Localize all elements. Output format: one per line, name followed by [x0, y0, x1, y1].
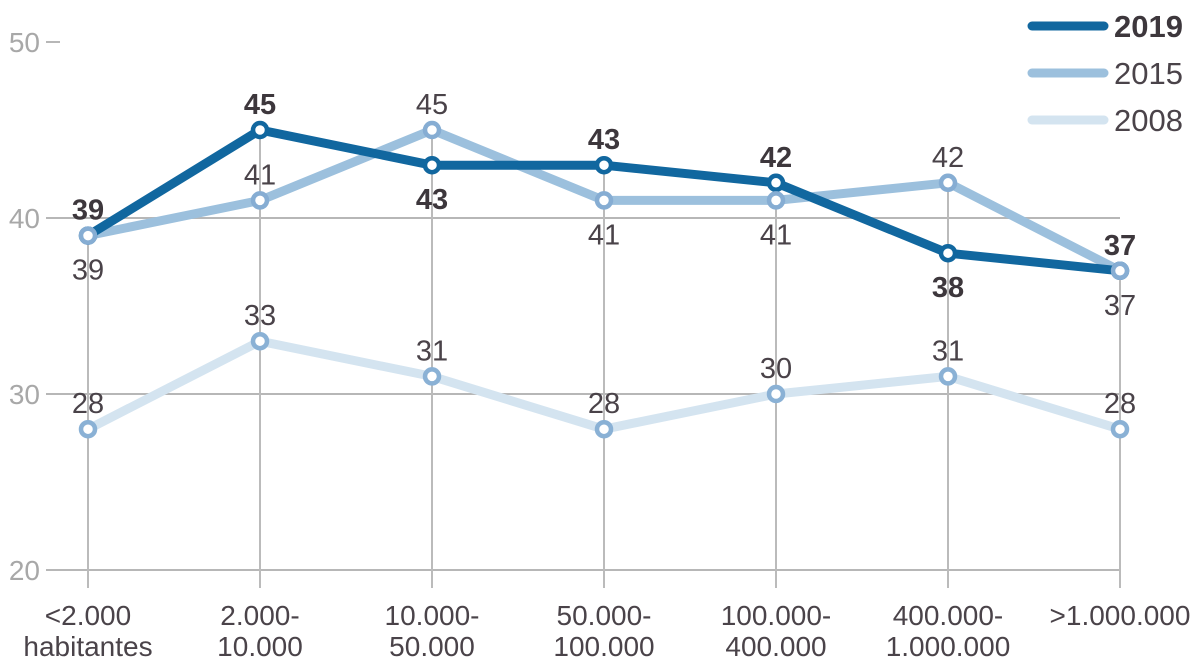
x-axis-label: >1.000.000: [1050, 600, 1191, 631]
data-point-2019: [766, 173, 786, 193]
data-point-2015: [594, 191, 614, 210]
y-axis-label: 20: [9, 555, 40, 586]
data-label-2015: 41: [588, 219, 620, 251]
legend-label-2008: 2008: [1114, 103, 1183, 138]
data-point-2008: [78, 419, 98, 439]
data-point-2015: [1110, 261, 1130, 281]
y-axis-label: 50: [9, 27, 40, 58]
data-point-2008: [766, 384, 786, 404]
data-point-2015: [422, 120, 442, 140]
data-label-2019: 37: [1104, 230, 1136, 262]
data-label-2015: 41: [244, 159, 276, 191]
x-axis-label: 2.000-10.000: [217, 600, 303, 662]
data-label-2008: 31: [416, 335, 448, 367]
x-axis-label: 400.000-1.000.000: [886, 600, 1011, 662]
data-label-2008: 30: [760, 353, 792, 385]
data-point-2019: [250, 120, 270, 140]
data-label-2008: 33: [244, 300, 276, 332]
data-label-2008: 31: [932, 335, 964, 367]
data-point-2008: [422, 367, 442, 386]
legend-label-2019: 2019: [1114, 9, 1183, 44]
y-axis-label: 40: [9, 203, 40, 234]
data-point-2015: [78, 226, 98, 245]
data-point-2008: [250, 331, 270, 351]
data-point-2019: [594, 155, 614, 175]
data-label-2015: 42: [932, 142, 964, 174]
data-point-2008: [594, 419, 614, 439]
data-point-2008: [938, 367, 958, 386]
x-axis-label: 50.000-100.000: [553, 600, 654, 662]
data-label-2019: 42: [760, 142, 792, 174]
data-label-2015: 45: [416, 89, 448, 121]
data-point-2019: [938, 243, 958, 263]
data-point-2019: [422, 155, 442, 175]
data-label-2019: 43: [416, 184, 448, 216]
data-label-2019: 45: [244, 89, 276, 121]
data-point-2015: [766, 191, 786, 210]
data-label-2019: 39: [72, 195, 104, 227]
data-label-2015: 39: [72, 255, 104, 287]
data-label-2019: 38: [932, 272, 964, 304]
data-label-2008: 28: [72, 388, 104, 420]
data-point-2015: [250, 191, 270, 210]
legend-label-2015: 2015: [1114, 56, 1183, 91]
x-axis-label: 100.000-400.000: [721, 600, 832, 662]
data-point-2015: [938, 173, 958, 193]
data-point-2008: [1110, 419, 1130, 439]
data-label-2015: 41: [760, 219, 792, 251]
x-axis-label: 10.000-50.000: [385, 600, 480, 662]
y-axis-label: 30: [9, 379, 40, 410]
data-label-2015: 37: [1104, 290, 1136, 322]
data-label-2008: 28: [588, 388, 620, 420]
data-label-2008: 28: [1104, 388, 1136, 420]
x-axis-label: <2.000 habitantes: [23, 600, 152, 662]
data-label-2019: 43: [588, 124, 620, 156]
